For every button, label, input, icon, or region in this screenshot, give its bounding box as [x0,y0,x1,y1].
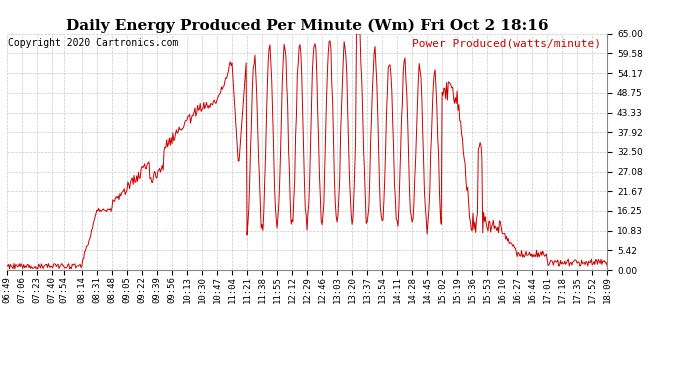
Text: Copyright 2020 Cartronics.com: Copyright 2020 Cartronics.com [8,39,179,48]
Text: Power Produced(watts/minute): Power Produced(watts/minute) [412,39,601,48]
Title: Daily Energy Produced Per Minute (Wm) Fri Oct 2 18:16: Daily Energy Produced Per Minute (Wm) Fr… [66,18,549,33]
